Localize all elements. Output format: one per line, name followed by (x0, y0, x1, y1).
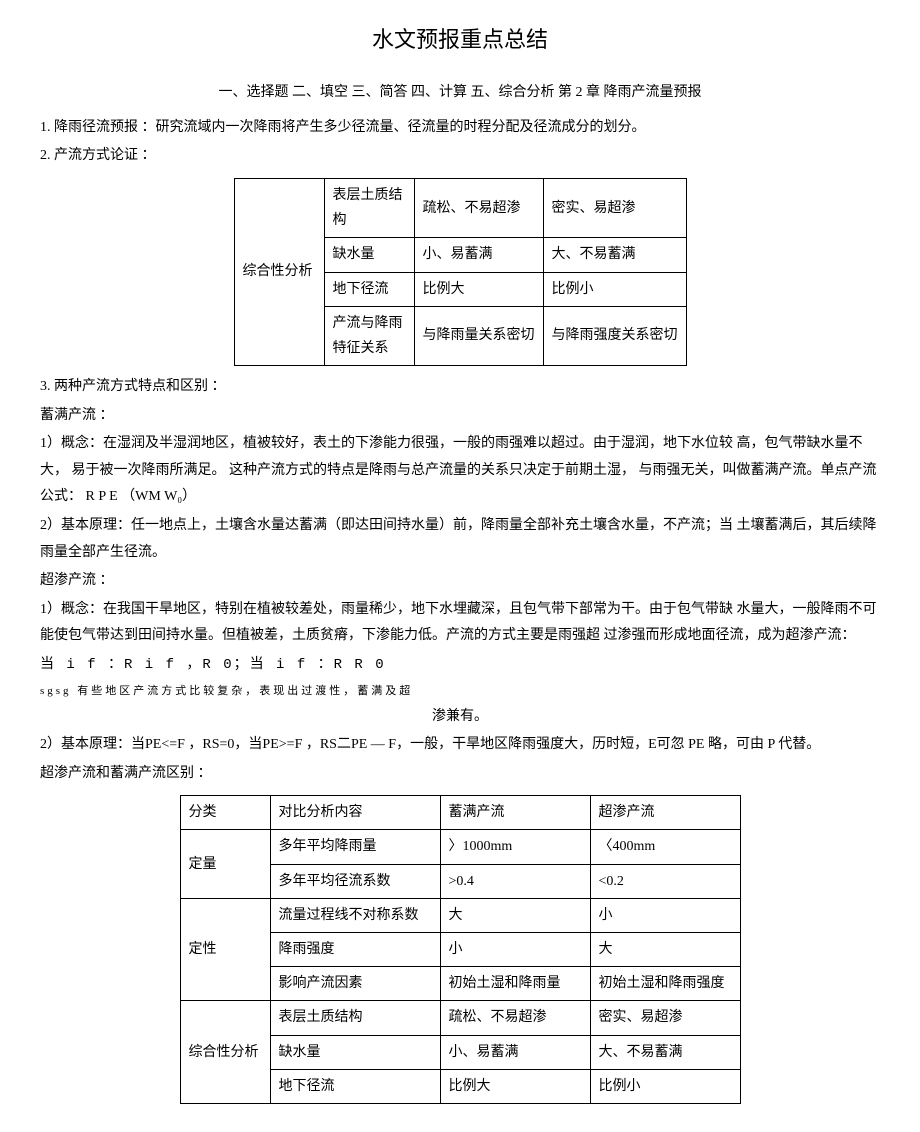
table2-header: 超渗产流 (590, 796, 740, 830)
table1-cell: 大、不易蓄满 (543, 238, 686, 272)
table2-cell: 大 (440, 898, 590, 932)
paragraph-6: 2）基本原理：任一地点上，土壤含水量达蓄满（即达田间持水量）前，降雨量全部补充土… (40, 513, 880, 566)
table1-cell: 与降雨量关系密切 (414, 306, 543, 365)
table1-cell: 地下径流 (324, 272, 414, 306)
table2-cell: 初始土湿和降雨强度 (590, 967, 740, 1001)
paragraph-10: 2）基本原理：当PE<=F ，RS=0，当PE>=F ，RS二PE — F，一般… (40, 732, 880, 759)
table1-cell: 小、易蓄满 (414, 238, 543, 272)
paragraph-4: 蓄满产流 ： (40, 403, 880, 430)
table2-header: 对比分析内容 (270, 796, 440, 830)
paragraph-11: 超渗产流和蓄满产流区别 ： (40, 761, 880, 788)
table1-cell: 产流与降雨特征关系 (324, 306, 414, 365)
table2-cell: 多年平均径流系数 (270, 864, 440, 898)
table2-cell: 大、不易蓄满 (590, 1035, 740, 1069)
table2-cell: 流量过程线不对称系数 (270, 898, 440, 932)
table2-cell: 降雨强度 (270, 933, 440, 967)
table2-cell: 缺水量 (270, 1035, 440, 1069)
table2-group: 综合性分析 (180, 1001, 270, 1104)
table2-cell: >0.4 (440, 864, 590, 898)
table2-cell: 小 (440, 933, 590, 967)
table2-header: 分类 (180, 796, 270, 830)
chapter-subtitle: 一、选择题 二、填空 三、简答 四、计算 五、综合分析 第 2 章 降雨产流量预… (40, 80, 880, 105)
table-comparison: 分类 对比分析内容 蓄满产流 超渗产流 定量 多年平均降雨量 〉1000mm 〈… (180, 795, 741, 1104)
paragraph-7: 超渗产流 ： (40, 568, 880, 595)
table2-cell: 〉1000mm (440, 830, 590, 864)
table2-group: 定性 (180, 898, 270, 1001)
table2-cell: 初始土湿和降雨量 (440, 967, 590, 1001)
table2-cell: 〈400mm (590, 830, 740, 864)
table1-cell: 密实、易超渗 (543, 178, 686, 237)
table2-cell: 比例小 (590, 1069, 740, 1103)
small-note-1: sgsg 有些地区产流方式比较复杂，表现出过渡性，蓄满及超 (40, 681, 880, 702)
table2-cell: 小 (590, 898, 740, 932)
paragraph-2: 2. 产流方式论证 ： (40, 143, 880, 170)
paragraph-8: 1）概念：在我国干旱地区，特别在植被较差处，雨量稀少，地下水埋藏深，且包气带下部… (40, 597, 880, 650)
paragraph-5: 1）概念：在湿润及半湿润地区，植被较好，表土的下渗能力很强，一般的雨强难以超过。… (40, 431, 880, 511)
table1-cell: 缺水量 (324, 238, 414, 272)
table2-cell: 表层土质结构 (270, 1001, 440, 1035)
table1-rowlabel: 综合性分析 (234, 178, 324, 365)
page-title: 水文预报重点总结 (40, 20, 880, 60)
table2-header: 蓄满产流 (440, 796, 590, 830)
table1-cell: 表层土质结构 (324, 178, 414, 237)
table2-group: 定量 (180, 830, 270, 898)
table1-cell: 疏松、不易超渗 (414, 178, 543, 237)
formula-line: 当 i f ：R i f ，R 0；当 i f ：R R 0 (40, 652, 880, 679)
paragraph-3: 3. 两种产流方式特点和区别 ： (40, 374, 880, 401)
table2-cell: 多年平均降雨量 (270, 830, 440, 864)
table2-cell: 疏松、不易超渗 (440, 1001, 590, 1035)
table1-cell: 比例小 (543, 272, 686, 306)
table2-cell: 密实、易超渗 (590, 1001, 740, 1035)
paragraph-1: 1. 降雨径流预报 ：研究流域内一次降雨将产生多少径流量、径流量的时程分配及径流… (40, 115, 880, 142)
small-note-2: 渗兼有。 (40, 704, 880, 731)
table2-cell: 影响产流因素 (270, 967, 440, 1001)
table2-cell: 小、易蓄满 (440, 1035, 590, 1069)
table1-cell: 比例大 (414, 272, 543, 306)
table2-cell: 大 (590, 933, 740, 967)
table2-cell: 比例大 (440, 1069, 590, 1103)
table-comprehensive-analysis: 综合性分析 表层土质结构 疏松、不易超渗 密实、易超渗 缺水量 小、易蓄满 大、… (234, 178, 687, 366)
table2-cell: <0.2 (590, 864, 740, 898)
table1-cell: 与降雨强度关系密切 (543, 306, 686, 365)
table2-cell: 地下径流 (270, 1069, 440, 1103)
